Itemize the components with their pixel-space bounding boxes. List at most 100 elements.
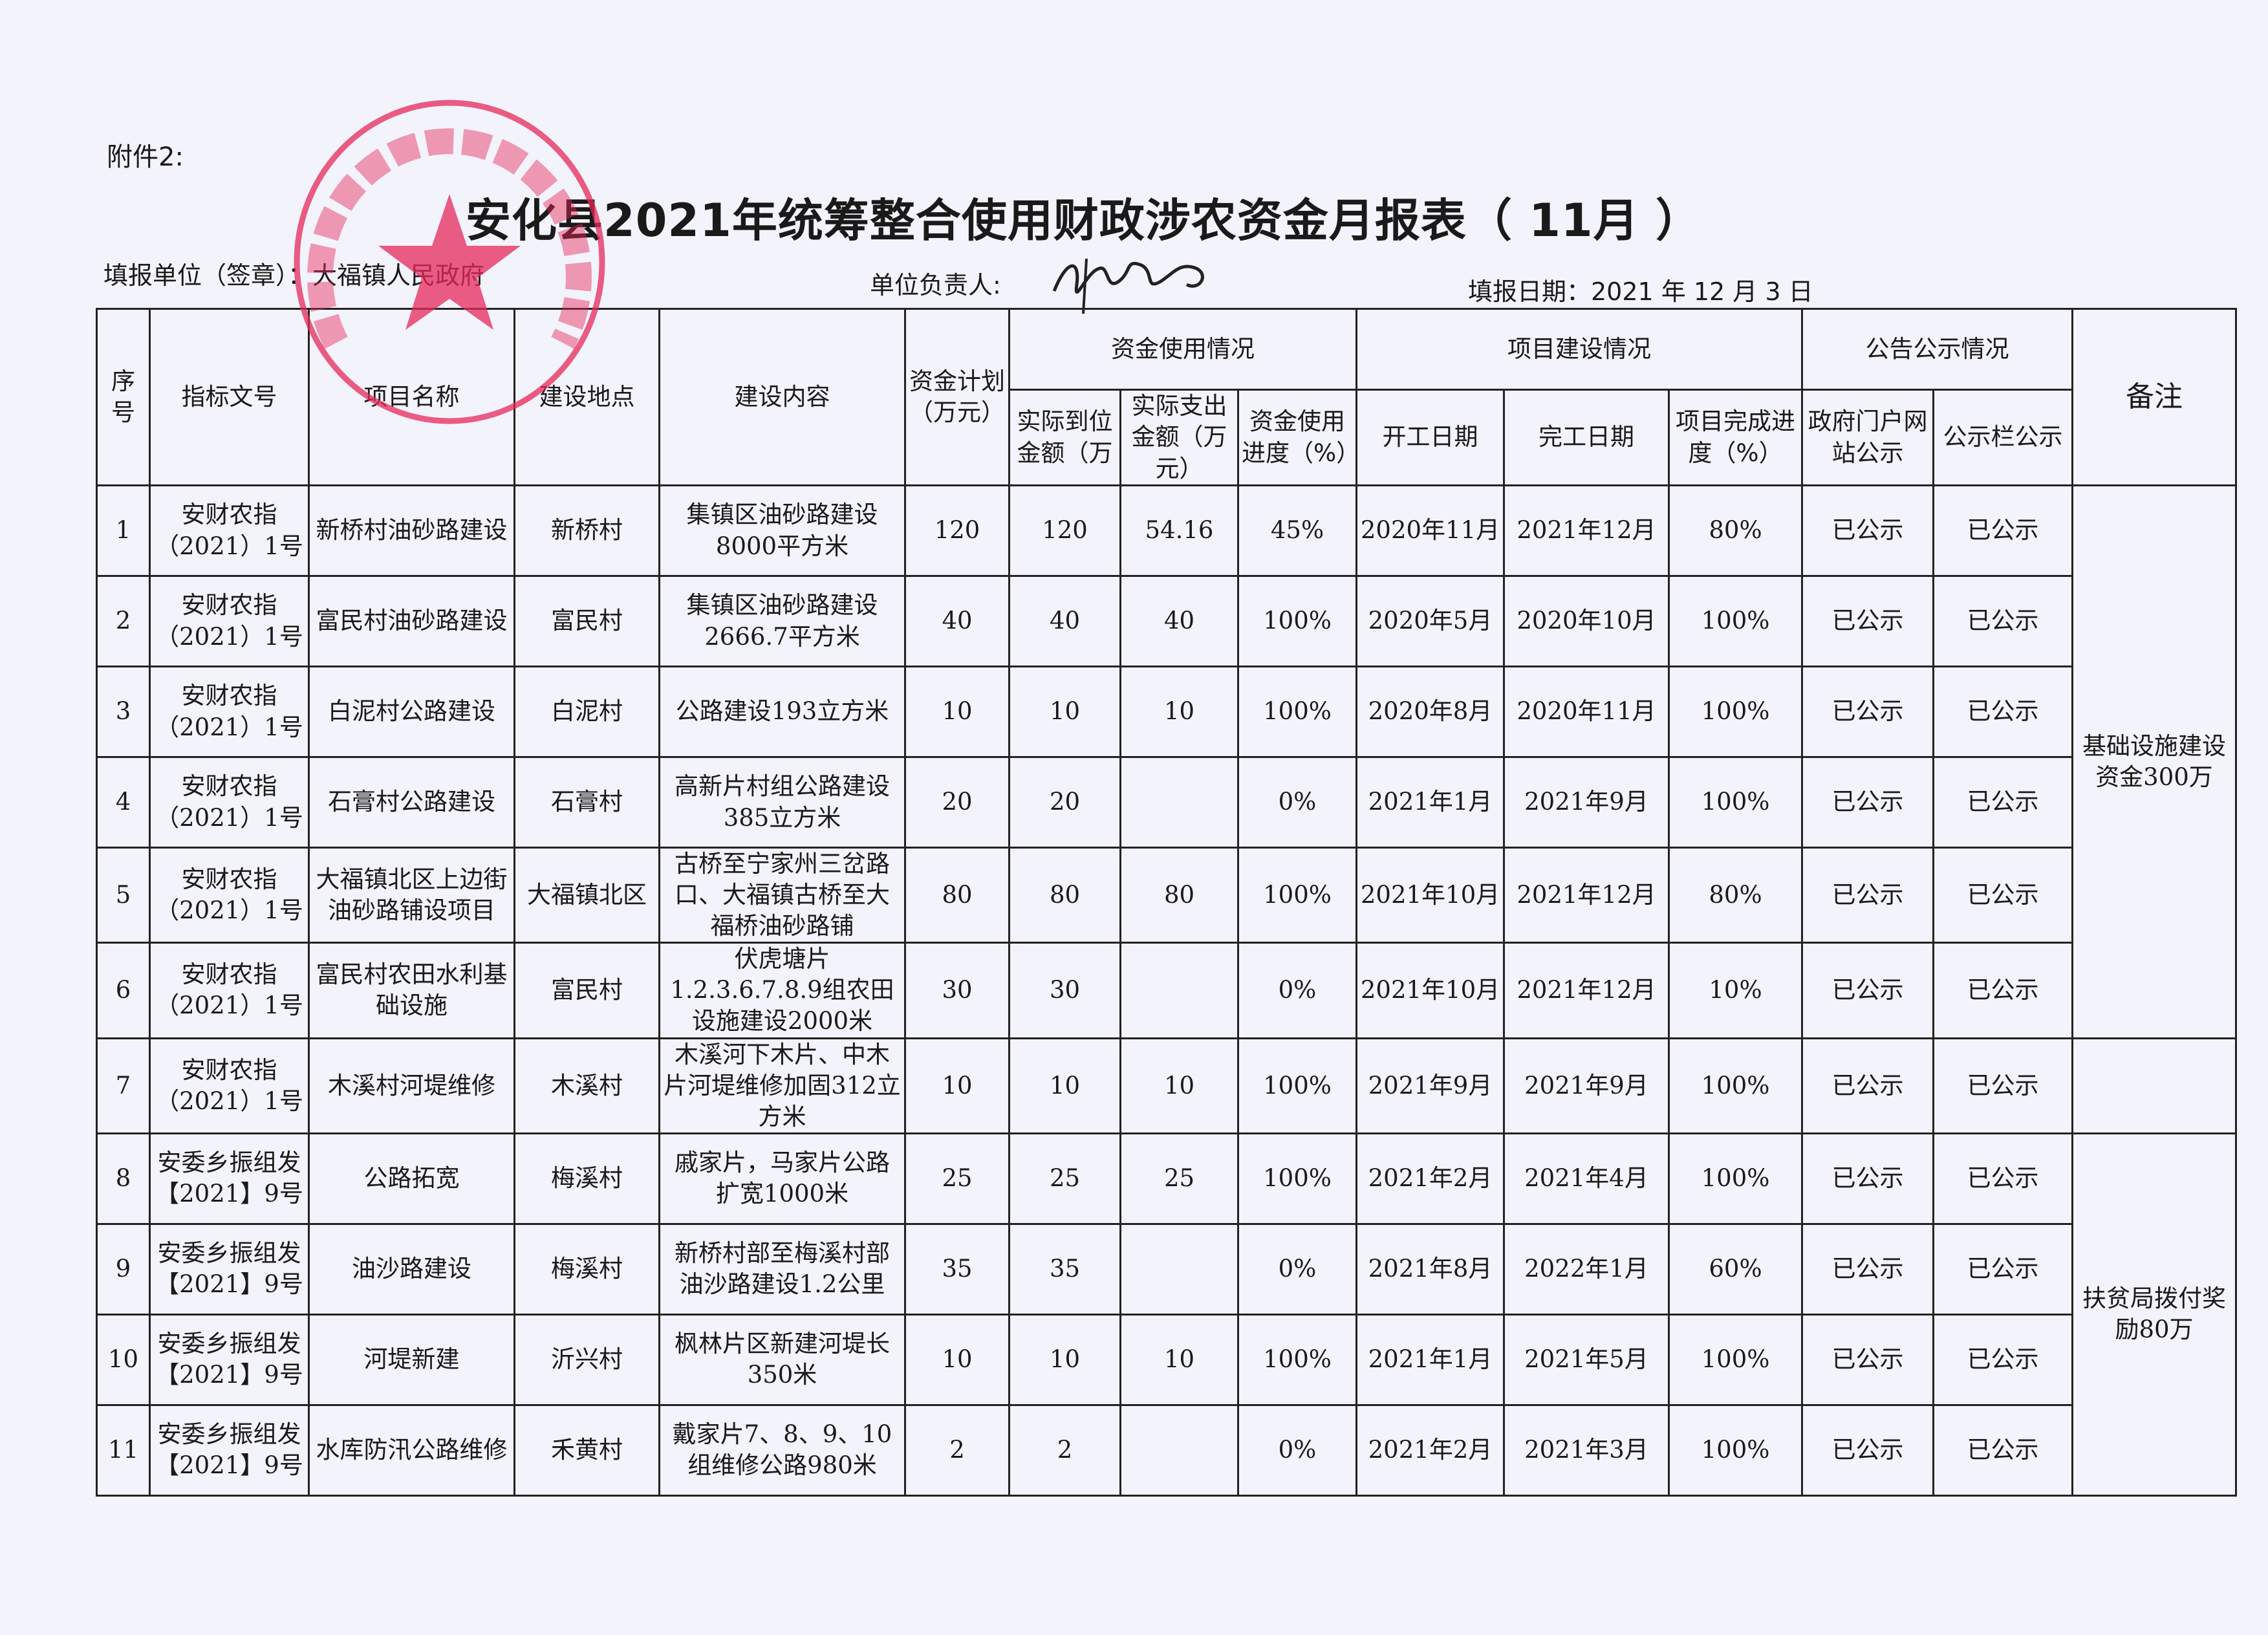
cell-doc-no: 安财农指（2021）1号: [149, 575, 310, 667]
cell-project: 油沙路建设: [308, 1222, 515, 1316]
header-plan: 资金计划（万元）: [904, 308, 1010, 486]
cell-received: 25: [1008, 1132, 1121, 1225]
cell-board: 已公示: [1932, 1313, 2073, 1406]
cell-usage-progress: 100%: [1237, 1132, 1357, 1225]
cell-doc-no: 安委乡振组发【2021】9号: [149, 1222, 310, 1316]
cell-gov-site: 已公示: [1801, 756, 1934, 849]
cell-project: 大福镇北区上边街油砂路铺设项目: [308, 846, 515, 944]
cell-received: 10: [1008, 666, 1121, 758]
cell-remark: [2071, 1037, 2237, 1134]
cell-start: 2020年5月: [1355, 575, 1505, 667]
header-project: 项目名称: [308, 308, 515, 486]
cell-location: 富民村: [513, 942, 660, 1039]
cell-project: 富民村农田水利基础设施: [308, 942, 515, 1039]
cell-remark: 扶贫局拨付奖励80万: [2071, 1132, 2237, 1497]
cell-usage-progress: 100%: [1237, 575, 1357, 667]
cell-board: 已公示: [1932, 1403, 2073, 1497]
cell-end: 2021年5月: [1503, 1313, 1670, 1406]
cell-project: 河堤新建: [308, 1313, 515, 1406]
cell-seq: 10: [96, 1313, 151, 1406]
cell-gov-site: 已公示: [1801, 575, 1934, 667]
cell-usage-progress: 0%: [1237, 756, 1357, 849]
cell-completion: 10%: [1668, 942, 1803, 1039]
cell-plan: 40: [904, 575, 1010, 667]
cell-doc-no: 安委乡振组发【2021】9号: [149, 1403, 310, 1497]
cell-content: 戴家片7、8、9、10组维修公路980米: [658, 1403, 906, 1497]
cell-location: 木溪村: [513, 1037, 660, 1134]
header-doc-no: 指标文号: [149, 308, 310, 486]
table-row: 6 安财农指（2021）1号 富民村农田水利基础设施 富民村 伏虎塘片1.2.3.6.7…: [96, 942, 2236, 1039]
cell-content: 集镇区油砂路建设2666.7平方米: [658, 575, 906, 667]
cell-spent: 40: [1119, 575, 1239, 667]
cell-end: 2021年12月: [1503, 942, 1670, 1039]
cell-content: 伏虎塘片1.2.3.6.7.8.9组农田设施建设2000米: [658, 942, 906, 1039]
cell-content: 新桥村部至梅溪村部油沙路建设1.2公里: [658, 1222, 906, 1316]
cell-end: 2021年12月: [1503, 484, 1670, 577]
cell-spent: 80: [1119, 846, 1239, 944]
cell-location: 富民村: [513, 575, 660, 667]
table-row: 11 安委乡振组发【2021】9号 水库防汛公路维修 禾黄村 戴家片7、8、9、10组维…: [96, 1403, 2236, 1497]
cell-plan: 120: [904, 484, 1010, 577]
cell-seq: 1: [96, 484, 151, 577]
header-start: 开工日期: [1355, 389, 1505, 486]
header-publicity: 公告公示情况: [1801, 308, 2073, 391]
cell-start: 2021年1月: [1355, 756, 1505, 849]
cell-project: 木溪村河堤维修: [308, 1037, 515, 1134]
cell-start: 2021年9月: [1355, 1037, 1505, 1134]
cell-board: 已公示: [1932, 666, 2073, 758]
cell-location: 石膏村: [513, 756, 660, 849]
cell-usage-progress: 100%: [1237, 666, 1357, 758]
cell-content: 枫林片区新建河堤长350米: [658, 1313, 906, 1406]
report-date: 填报日期：2021 年 12 月 3 日: [1468, 277, 1813, 306]
table-body: 1 安财农指（2021）1号 新桥村油砂路建设 新桥村 集镇区油砂路建设8000平方米 1…: [96, 484, 2237, 1497]
cell-spent: 10: [1119, 666, 1239, 758]
header-usage-progress: 资金使用进度（%）: [1237, 389, 1357, 486]
cell-doc-no: 安财农指（2021）1号: [149, 846, 310, 944]
cell-seq: 8: [96, 1132, 151, 1225]
table-row: 8 安委乡振组发【2021】9号 公路拓宽 梅溪村 戚家片，马家片公路扩宽1000米 25…: [96, 1132, 2237, 1497]
cell-received: 40: [1008, 575, 1121, 667]
table-row: 7 安财农指（2021）1号 木溪村河堤维修 木溪村 木溪河下木片、中木片河堤维修加固3…: [96, 1037, 2237, 1134]
cell-spent: 10: [1119, 1037, 1239, 1134]
cell-end: 2022年1月: [1503, 1222, 1670, 1316]
cell-received: 10: [1008, 1037, 1121, 1134]
cell-plan: 25: [904, 1132, 1010, 1225]
table-row: 10 安委乡振组发【2021】9号 河堤新建 沂兴村 枫林片区新建河堤长350米 10 10…: [96, 1313, 2236, 1406]
cell-gov-site: 已公示: [1801, 484, 1934, 577]
cell-start: 2021年1月: [1355, 1313, 1505, 1406]
cell-received: 20: [1008, 756, 1121, 849]
cell-end: 2020年10月: [1503, 575, 1670, 667]
cell-usage-progress: 0%: [1237, 942, 1357, 1039]
table-row: 3 安财农指（2021）1号 白泥村公路建设 白泥村 公路建设193立方米 10 10 10 1…: [96, 666, 2236, 758]
cell-usage-progress: 0%: [1237, 1403, 1357, 1497]
cell-doc-no: 安财农指（2021）1号: [149, 1037, 310, 1134]
cell-doc-no: 安财农指（2021）1号: [149, 756, 310, 849]
cell-project: 新桥村油砂路建设: [308, 484, 515, 577]
cell-location: 禾黄村: [513, 1403, 660, 1497]
cell-completion: 80%: [1668, 484, 1803, 577]
cell-plan: 20: [904, 756, 1010, 849]
header-spent: 实际支出金额（万元）: [1119, 389, 1239, 486]
table-row: 9 安委乡振组发【2021】9号 油沙路建设 梅溪村 新桥村部至梅溪村部油沙路建设1.2…: [96, 1222, 2236, 1316]
cell-end: 2021年9月: [1503, 756, 1670, 849]
cell-usage-progress: 0%: [1237, 1222, 1357, 1316]
cell-end: 2021年4月: [1503, 1132, 1670, 1225]
header-location: 建设地点: [513, 308, 660, 486]
cell-end: 2021年3月: [1503, 1403, 1670, 1497]
cell-gov-site: 已公示: [1801, 666, 1934, 758]
cell-seq: 9: [96, 1222, 151, 1316]
cell-content: 公路建设193立方米: [658, 666, 906, 758]
cell-spent: [1119, 756, 1239, 849]
cell-completion: 100%: [1668, 756, 1803, 849]
cell-project: 公路拓宽: [308, 1132, 515, 1225]
cell-seq: 11: [96, 1403, 151, 1497]
page-title: 安化县2021年统筹整合使用财政涉农资金月报表（ 11月 ）: [466, 194, 1701, 247]
unit-leader-label: 单位负责人:: [870, 271, 1001, 299]
cell-gov-site: 已公示: [1801, 1037, 1934, 1134]
reporting-unit: 填报单位（签章）：大福镇人民政府: [103, 261, 485, 290]
cell-project: 石膏村公路建设: [308, 756, 515, 849]
cell-usage-progress: 100%: [1237, 1037, 1357, 1134]
cell-received: 2: [1008, 1403, 1121, 1497]
cell-project: 富民村油砂路建设: [308, 575, 515, 667]
cell-gov-site: 已公示: [1801, 1313, 1934, 1406]
